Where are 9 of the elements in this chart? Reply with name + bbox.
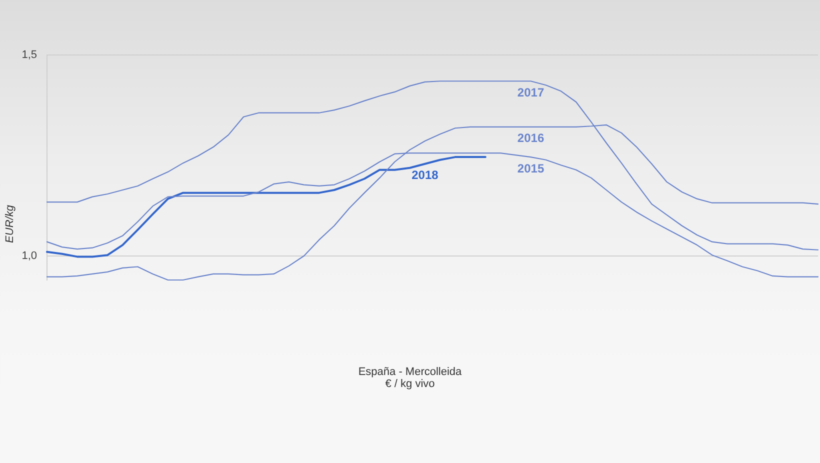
series-label: 2018 xyxy=(412,168,439,182)
series-label: 2017 xyxy=(517,85,544,100)
y-axis-title: EUR/kg xyxy=(4,205,16,243)
y-tick-label: 1,0 xyxy=(22,250,37,262)
text: € / kg vivo xyxy=(384,378,436,390)
series-label: 2016 xyxy=(517,131,544,146)
y-tick-label: 1,5 xyxy=(22,49,37,62)
series-label: 2015 xyxy=(517,161,544,176)
text: España - Mercolleida xyxy=(357,366,463,378)
